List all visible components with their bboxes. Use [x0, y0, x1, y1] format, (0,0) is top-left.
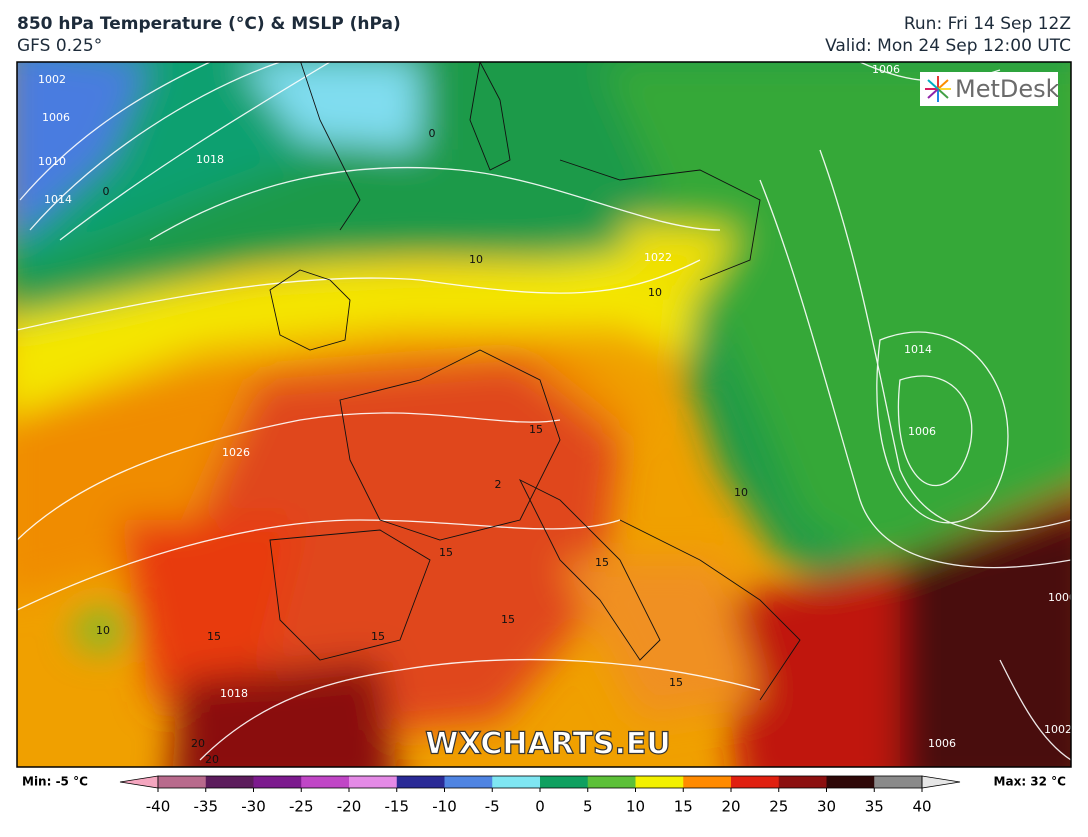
contour-label: 1010 [38, 155, 66, 168]
contour-label: 1002 [38, 73, 66, 86]
colorbar-tick-label: -10 [432, 798, 457, 816]
contour-label: 10 [96, 624, 110, 637]
min-label: Min: -5 °C [22, 775, 88, 789]
colorbar-tick-label: 10 [626, 798, 645, 816]
colorbar-tick-label: 20 [721, 798, 740, 816]
contour-label: 1018 [196, 153, 224, 166]
colorbar-tick-label: -40 [146, 798, 171, 816]
contour-label: 1014 [904, 343, 932, 356]
contour-label: 1000 [1048, 591, 1076, 604]
colorbar-extension [119, 775, 159, 789]
contour-label: 15 [439, 546, 453, 559]
temperature-field [17, 62, 1071, 767]
colorbar-tick-label: 30 [817, 798, 836, 816]
contour-label: 10 [734, 486, 748, 499]
colorbar-tick-label: 0 [535, 798, 545, 816]
subtitle: GFS 0.25° [17, 36, 102, 56]
contour-label: 10 [469, 253, 483, 266]
max-label: Max: 32 °C [994, 775, 1067, 789]
title: 850 hPa Temperature (°C) & MSLP (hPa) [17, 14, 401, 34]
colorbar-segment [492, 776, 541, 788]
logo-icon [925, 76, 951, 102]
contour-label: 1006 [928, 737, 956, 750]
valid-time: Valid: Mon 24 Sep 12:00 UTC [825, 36, 1071, 56]
colorbar-extension [921, 775, 961, 789]
contour-label: 1018 [220, 687, 248, 700]
contour-labels: 1002 1006 1010 1014 1018 0 0 10 1022 10 … [38, 63, 1076, 766]
colorbar-tick-label: -35 [194, 798, 219, 816]
colorbar-tick-label: 25 [769, 798, 788, 816]
contour-label: 1026 [222, 446, 250, 459]
colorbar-tick-label: 35 [865, 798, 884, 816]
contour-label: 1006 [908, 425, 936, 438]
run-time: Run: Fri 14 Sep 12Z [904, 14, 1071, 34]
colorbar: -40 -35 -30 -25 -20 -15 -10 -5 0 5 10 15 20 25 30 35 40 [119, 775, 961, 816]
contour-label: 1006 [42, 111, 70, 124]
colorbar-segment [874, 776, 923, 788]
contour-label: 15 [371, 630, 385, 643]
contour-label: 15 [529, 423, 543, 436]
colorbar-tick-label: 15 [674, 798, 693, 816]
contour-label: 15 [595, 556, 609, 569]
colorbar-segment [349, 776, 398, 788]
contour-label: 20 [191, 737, 205, 750]
contour-label: 10 [648, 286, 662, 299]
colorbar-segment [731, 776, 780, 788]
colorbar-segment [396, 776, 445, 788]
contour-label: 1014 [44, 193, 72, 206]
colorbar-segment [253, 776, 302, 788]
colorbar-segment [540, 776, 589, 788]
logo-text: MetDesk [955, 75, 1060, 103]
map-frame [16, 61, 1072, 768]
colorbar-tick-label: -15 [385, 798, 410, 816]
colorbar-segment [205, 776, 254, 788]
colorbar-segment [301, 776, 350, 788]
colorbar-tick-label: -20 [337, 798, 362, 816]
watermark: WXCHARTS.EU [425, 727, 671, 762]
colorbar-segment [587, 776, 636, 788]
contour-label: 0 [103, 185, 110, 198]
contour-label: 20 [205, 753, 219, 766]
colorbar-segment [635, 776, 684, 788]
contour-label: 15 [669, 676, 683, 689]
map: 1002 1006 1010 1014 1018 0 0 10 1022 10 … [17, 62, 1076, 767]
contour-label: 15 [501, 613, 515, 626]
logo: MetDesk [920, 72, 1060, 106]
colorbar-tick-label: -5 [485, 798, 500, 816]
contour-label: 2 [495, 478, 502, 491]
contour-label: 0 [429, 127, 436, 140]
colorbar-tick-label: -25 [289, 798, 314, 816]
colorbar-tick-label: -30 [241, 798, 266, 816]
colorbar-segment [158, 776, 207, 788]
isobars [17, 62, 1071, 761]
colorbar-segment [683, 776, 732, 788]
colorbar-segment [444, 776, 493, 788]
colorbar-segment [778, 776, 827, 788]
contour-label: 1022 [644, 251, 672, 264]
contour-label: 15 [207, 630, 221, 643]
colorbar-tick-label: 5 [583, 798, 593, 816]
colorbar-segment [826, 776, 875, 788]
contour-label: 1006 [872, 63, 900, 76]
colorbar-tick-label: 40 [912, 798, 931, 816]
coastlines [269, 62, 801, 701]
contour-label: 1002 [1044, 723, 1072, 736]
